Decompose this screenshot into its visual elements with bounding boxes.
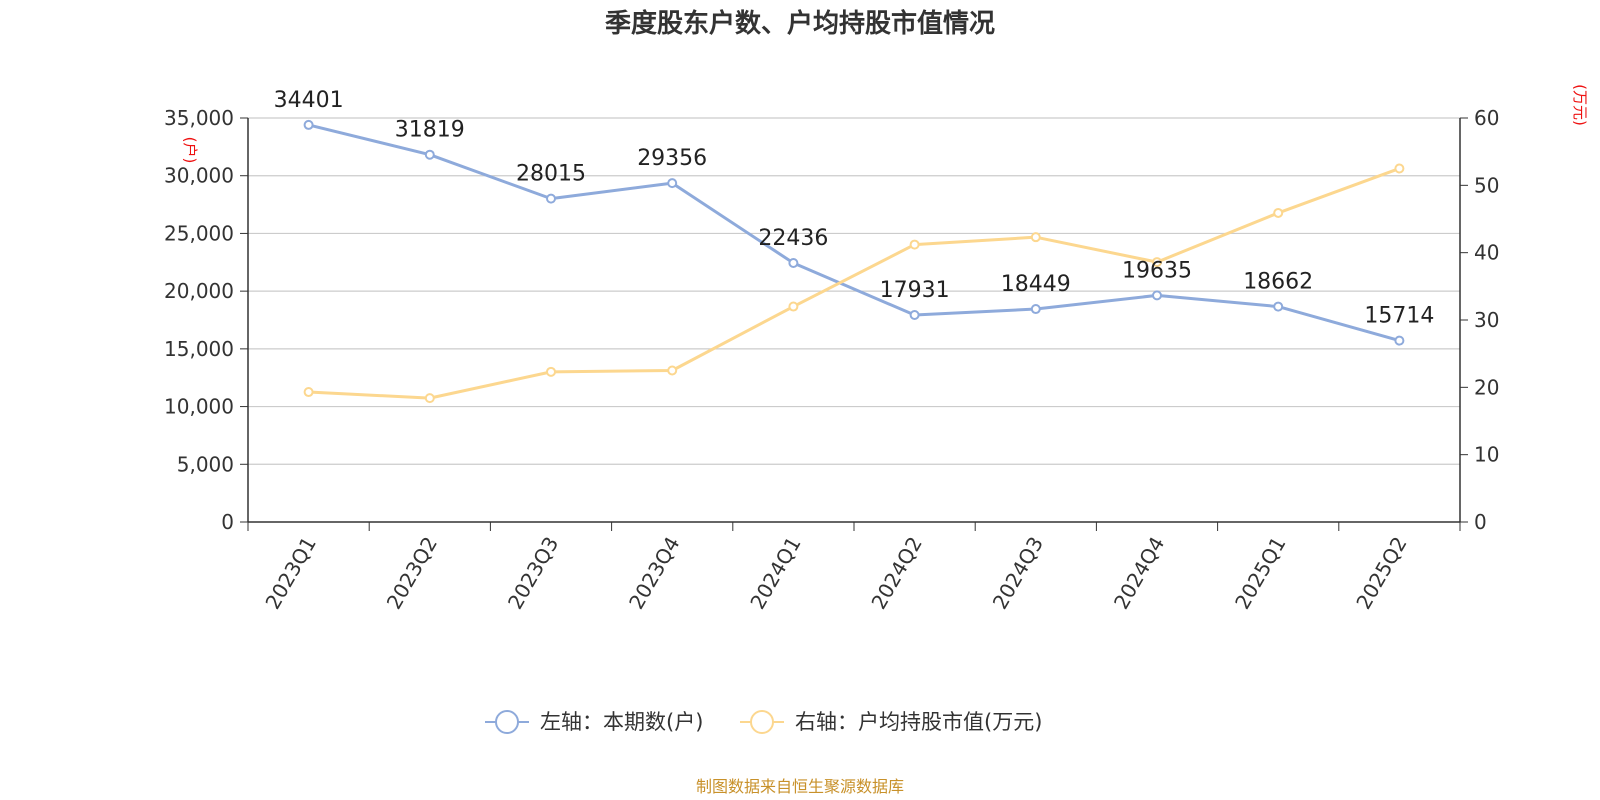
series — [303, 119, 1405, 404]
avg-holding-value-point[interactable] — [1394, 163, 1405, 174]
avg-holding-value-point[interactable] — [303, 387, 314, 398]
data-label: 29356 — [637, 146, 707, 171]
avg-holding-value-point[interactable] — [1273, 207, 1284, 218]
legend-label: 右轴：户均持股市值(万元) — [795, 710, 1042, 734]
left-axis-tick-label: 15,000 — [164, 337, 234, 361]
left-axis-tick-label: 0 — [221, 510, 234, 534]
left-axis-tick-label: 5,000 — [177, 452, 234, 476]
x-axis-tick-label: 2023Q2 — [382, 533, 442, 614]
legend-item-avg-holding-value[interactable]: 右轴：户均持股市值(万元) — [740, 710, 1042, 734]
right-axis-tick-label: 40 — [1474, 241, 1499, 265]
avg-holding-value-point[interactable] — [1030, 232, 1041, 243]
x-axis-tick-label: 2023Q1 — [260, 533, 320, 614]
data-label: 18449 — [1001, 272, 1071, 297]
x-axis-tick-label: 2024Q4 — [1109, 533, 1169, 614]
right-axis-tick-label: 60 — [1474, 106, 1499, 130]
data-labels: 34401 31819 28015 29356 22436 17931 18449 19635… — [274, 88, 1435, 329]
avg-holding-value-point[interactable] — [546, 366, 556, 377]
data-source-note: 制图数据来自恒生聚源数据库 — [696, 777, 904, 796]
shareholder-count-point[interactable] — [788, 258, 799, 269]
x-axis-tick-label: 2023Q4 — [624, 533, 684, 614]
left-axis-tick-label: 10,000 — [164, 395, 234, 419]
data-label: 28015 — [516, 162, 586, 187]
right-axis-tick-label: 50 — [1474, 173, 1499, 197]
data-label: 15714 — [1364, 304, 1434, 329]
x-axis-tick-label: 2025Q1 — [1230, 533, 1290, 614]
legend[interactable]: 左轴：本期数(户) 右轴：户均持股市值(万元) — [485, 710, 1042, 734]
data-label: 18662 — [1243, 270, 1313, 295]
x-axis-tick-label: 2025Q2 — [1351, 533, 1411, 614]
x-axis-tick-label: 2024Q1 — [745, 533, 805, 614]
shareholder-count-line — [308, 123, 1400, 343]
left-axis-unit: (户) — [181, 137, 199, 164]
right-axis-tick-label: 20 — [1474, 375, 1499, 399]
right-axis-tick-label: 10 — [1474, 443, 1499, 467]
avg-holding-value-line — [308, 167, 1400, 400]
grid — [248, 117, 1460, 465]
shareholder-count-point[interactable] — [1394, 335, 1405, 346]
avg-holding-value-point[interactable] — [909, 239, 920, 250]
axes: 0 5,000 10,000 15,000 20,000 25,000 30,000 35,0… — [164, 106, 1499, 613]
left-axis-tick-label: 20,000 — [164, 279, 234, 303]
right-axis-tick-label: 0 — [1474, 510, 1487, 534]
data-label: 34401 — [274, 88, 344, 113]
data-label: 19635 — [1122, 258, 1192, 283]
legend-item-shareholder-count[interactable]: 左轴：本期数(户) — [485, 710, 703, 734]
shareholder-count-point[interactable] — [1030, 304, 1041, 315]
chart-title: 季度股东户数、户均持股市值情况 — [605, 8, 995, 39]
x-axis-tick-label: 2024Q2 — [866, 533, 926, 614]
data-label: 31819 — [395, 118, 465, 143]
shareholder-count-point[interactable] — [1152, 290, 1162, 301]
avg-holding-value-point[interactable] — [1152, 257, 1162, 268]
right-axis-unit: (万元) — [1571, 84, 1589, 126]
x-axis-tick-label: 2024Q3 — [988, 533, 1048, 614]
shareholder-count-point[interactable] — [909, 310, 920, 321]
left-axis-tick-label: 35,000 — [164, 106, 234, 130]
left-axis-tick-label: 30,000 — [164, 164, 234, 188]
left-axis-tick-label: 25,000 — [164, 221, 234, 245]
legend-marker-icon — [750, 710, 774, 734]
shareholder-count-point[interactable] — [667, 178, 678, 189]
data-label: 17931 — [880, 278, 950, 303]
shareholder-count-point[interactable] — [1273, 301, 1284, 312]
avg-holding-value-point[interactable] — [424, 393, 435, 404]
x-axis-tick-label: 2023Q3 — [503, 533, 563, 614]
shareholder-count-point[interactable] — [546, 193, 556, 204]
legend-marker-icon — [495, 710, 519, 734]
data-label: 22436 — [758, 226, 828, 251]
legend-label: 左轴：本期数(户) — [540, 710, 703, 734]
shareholder-count-point[interactable] — [424, 149, 435, 160]
shareholder-count-point[interactable] — [303, 119, 314, 130]
avg-holding-value-point[interactable] — [667, 365, 678, 376]
right-axis-tick-label: 30 — [1474, 308, 1499, 332]
avg-holding-value-point[interactable] — [788, 301, 799, 312]
